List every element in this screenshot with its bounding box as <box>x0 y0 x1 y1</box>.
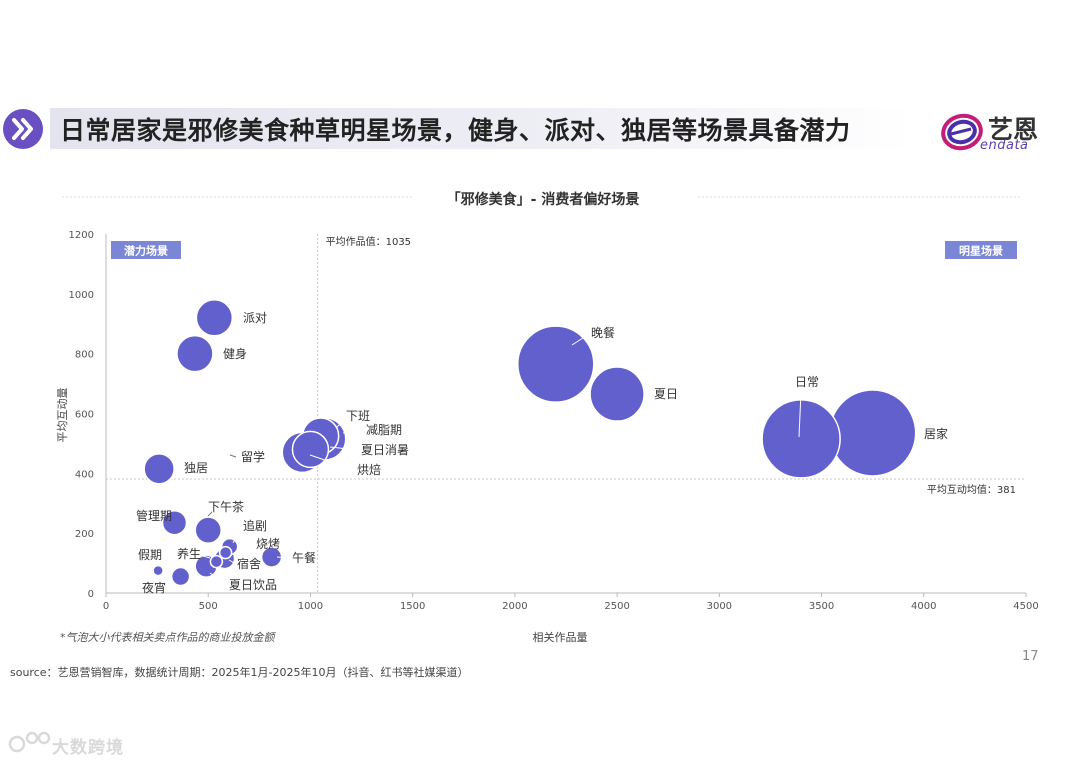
bubble-label-午餐: 午餐 <box>292 550 316 565</box>
y-tick-label: 800 <box>75 350 94 361</box>
watermark-text: 大数跨境 <box>52 738 124 758</box>
leader-line-午餐 <box>276 556 291 559</box>
x-tick-label: 0 <box>103 601 109 612</box>
bubble-管理期 <box>161 509 188 536</box>
x-tick-label: 500 <box>199 601 218 612</box>
y-tick-label: 400 <box>75 469 94 480</box>
leader-line-日常 <box>798 391 802 438</box>
bubble-下午茶 <box>194 516 222 544</box>
bubble-日常 <box>761 399 841 479</box>
bubble-假期 <box>152 564 164 577</box>
quadrant-tag-star <box>945 241 1017 259</box>
bubble-烧烤 <box>218 545 233 560</box>
bubble-夏日消暑 <box>291 430 330 469</box>
logo-cn-text: 艺恩 <box>988 115 1039 144</box>
page-number: 17 <box>1022 649 1039 664</box>
bubble-label-养生: 养生 <box>177 546 201 561</box>
bubble-note: *气泡大小代表相关卖点作品的商业投放金额 <box>60 631 276 644</box>
bubble-label-假期: 假期 <box>138 548 162 562</box>
y-tick-label: 600 <box>75 410 94 421</box>
leader-line-烘焙 <box>309 454 355 471</box>
source-text: source：艺恩营销智库，数据统计周期：2025年1月-2025年10月（抖音… <box>10 666 469 679</box>
bubble-养生 <box>209 554 224 569</box>
bubble-label-健身: 健身 <box>223 346 247 361</box>
endata-logo: 艺恩 endata <box>940 110 1050 154</box>
bubble-label-宿舍: 宿舍 <box>237 556 261 571</box>
x-axis-label: 相关作品量 <box>533 630 588 644</box>
quadrant-tag-star-label: 明星场景 <box>959 244 1003 258</box>
leader-line-夏日消暑 <box>329 446 359 451</box>
bubble-label-减脂期: 减脂期 <box>366 422 402 437</box>
x-tick-label: 1000 <box>298 601 323 612</box>
y-tick-label: 200 <box>75 529 94 540</box>
ref-label-x: 平均作品值：1035 <box>326 235 411 248</box>
leader-line-留学 <box>229 454 237 458</box>
x-tick-label: 2500 <box>604 601 629 612</box>
quadrant-tag-potential <box>111 241 181 259</box>
bubble-label-派对: 派对 <box>243 311 267 325</box>
chart-title: 「邪修美食」- 消费者偏好场景 <box>447 191 640 208</box>
page-title: 日常居家是邪修美食种草明星场景，健身、派对、独居等场景具备潜力 <box>60 116 851 145</box>
logo-en-text: endata <box>980 138 1029 153</box>
x-tick-label: 1500 <box>400 601 425 612</box>
x-tick-label: 4000 <box>911 601 936 612</box>
leader-line-养生 <box>202 555 211 559</box>
y-axis-label: 平均互动量 <box>56 388 69 443</box>
bubble-label-追剧: 追剧 <box>243 518 267 533</box>
leader-line-下班 <box>335 419 345 429</box>
quadrant-tag-potential-label: 潜力场景 <box>124 244 168 258</box>
x-tick-label: 2000 <box>502 601 527 612</box>
leader-line-烧烤 <box>239 545 255 551</box>
header-bar <box>50 108 910 149</box>
bubble-独居 <box>143 453 175 485</box>
leader-line-减脂期 <box>342 429 363 434</box>
bubble-label-夏日饮品: 夏日饮品 <box>229 578 277 592</box>
leader-line-晚餐 <box>571 333 590 346</box>
bubble-label-日常: 日常 <box>795 375 819 389</box>
bubble-label-下午茶: 下午茶 <box>208 499 244 514</box>
ref-label-y: 平均互动均值：381 <box>927 483 1016 496</box>
y-tick-label: 1000 <box>69 290 94 301</box>
x-tick-label: 3000 <box>707 601 732 612</box>
bubble-label-留学: 留学 <box>241 449 265 464</box>
endata-logo-icon <box>941 113 983 151</box>
bubble-label-夜宵: 夜宵 <box>142 580 166 595</box>
bubble-label-居家: 居家 <box>924 426 948 441</box>
leader-line-宿舍 <box>228 559 237 565</box>
bubble-健身 <box>176 334 214 373</box>
y-tick-label: 1200 <box>69 230 94 241</box>
leader-line-追剧 <box>232 527 242 544</box>
bubble-label-管理期: 管理期 <box>136 508 172 523</box>
x-tick-label: 4500 <box>1013 601 1038 612</box>
leader-line-下午茶 <box>207 511 213 517</box>
bubble-夜宵 <box>170 566 191 587</box>
bubble-晚餐 <box>517 325 595 403</box>
bubble-label-烘焙: 烘焙 <box>357 462 381 477</box>
bubble-label-晚餐: 晚餐 <box>591 325 615 340</box>
leader-line-夏日饮品 <box>209 572 228 586</box>
x-tick-label: 3500 <box>809 601 834 612</box>
bubble-居家 <box>828 389 917 477</box>
double-chevron-icon <box>3 109 43 149</box>
bubble-夏日 <box>589 366 645 422</box>
y-tick-label: 0 <box>88 589 94 600</box>
bubble-label-独居: 独居 <box>184 461 208 475</box>
bubble-label-下班: 下班 <box>346 409 370 423</box>
bubble-label-夏日: 夏日 <box>654 387 678 401</box>
watermark-icon <box>8 731 51 753</box>
bubble-label-烧烤: 烧烤 <box>256 536 280 551</box>
bubble-label-夏日消暑: 夏日消暑 <box>361 443 409 457</box>
bubble-派对 <box>195 299 234 337</box>
